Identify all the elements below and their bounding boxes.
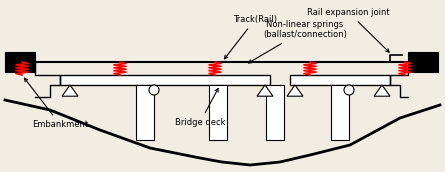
Bar [136,85,154,140]
Circle shape [344,85,354,95]
Text: Track(Rail): Track(Rail) [224,15,277,59]
Bar [5,52,35,72]
Bar [209,85,227,140]
Polygon shape [62,85,78,96]
Bar [290,75,390,85]
Bar [331,85,349,140]
Polygon shape [257,85,273,96]
Text: Embankment: Embankment [24,78,88,129]
Bar [60,75,270,85]
Text: Rail expansion joint: Rail expansion joint [307,8,390,52]
Polygon shape [287,85,303,96]
Text: Non-linear springs
(ballast/connection): Non-linear springs (ballast/connection) [248,20,347,63]
Circle shape [149,85,159,95]
Polygon shape [374,85,390,96]
Text: Bridge deck: Bridge deck [175,89,225,127]
Bar [408,52,438,72]
Bar [266,85,284,140]
